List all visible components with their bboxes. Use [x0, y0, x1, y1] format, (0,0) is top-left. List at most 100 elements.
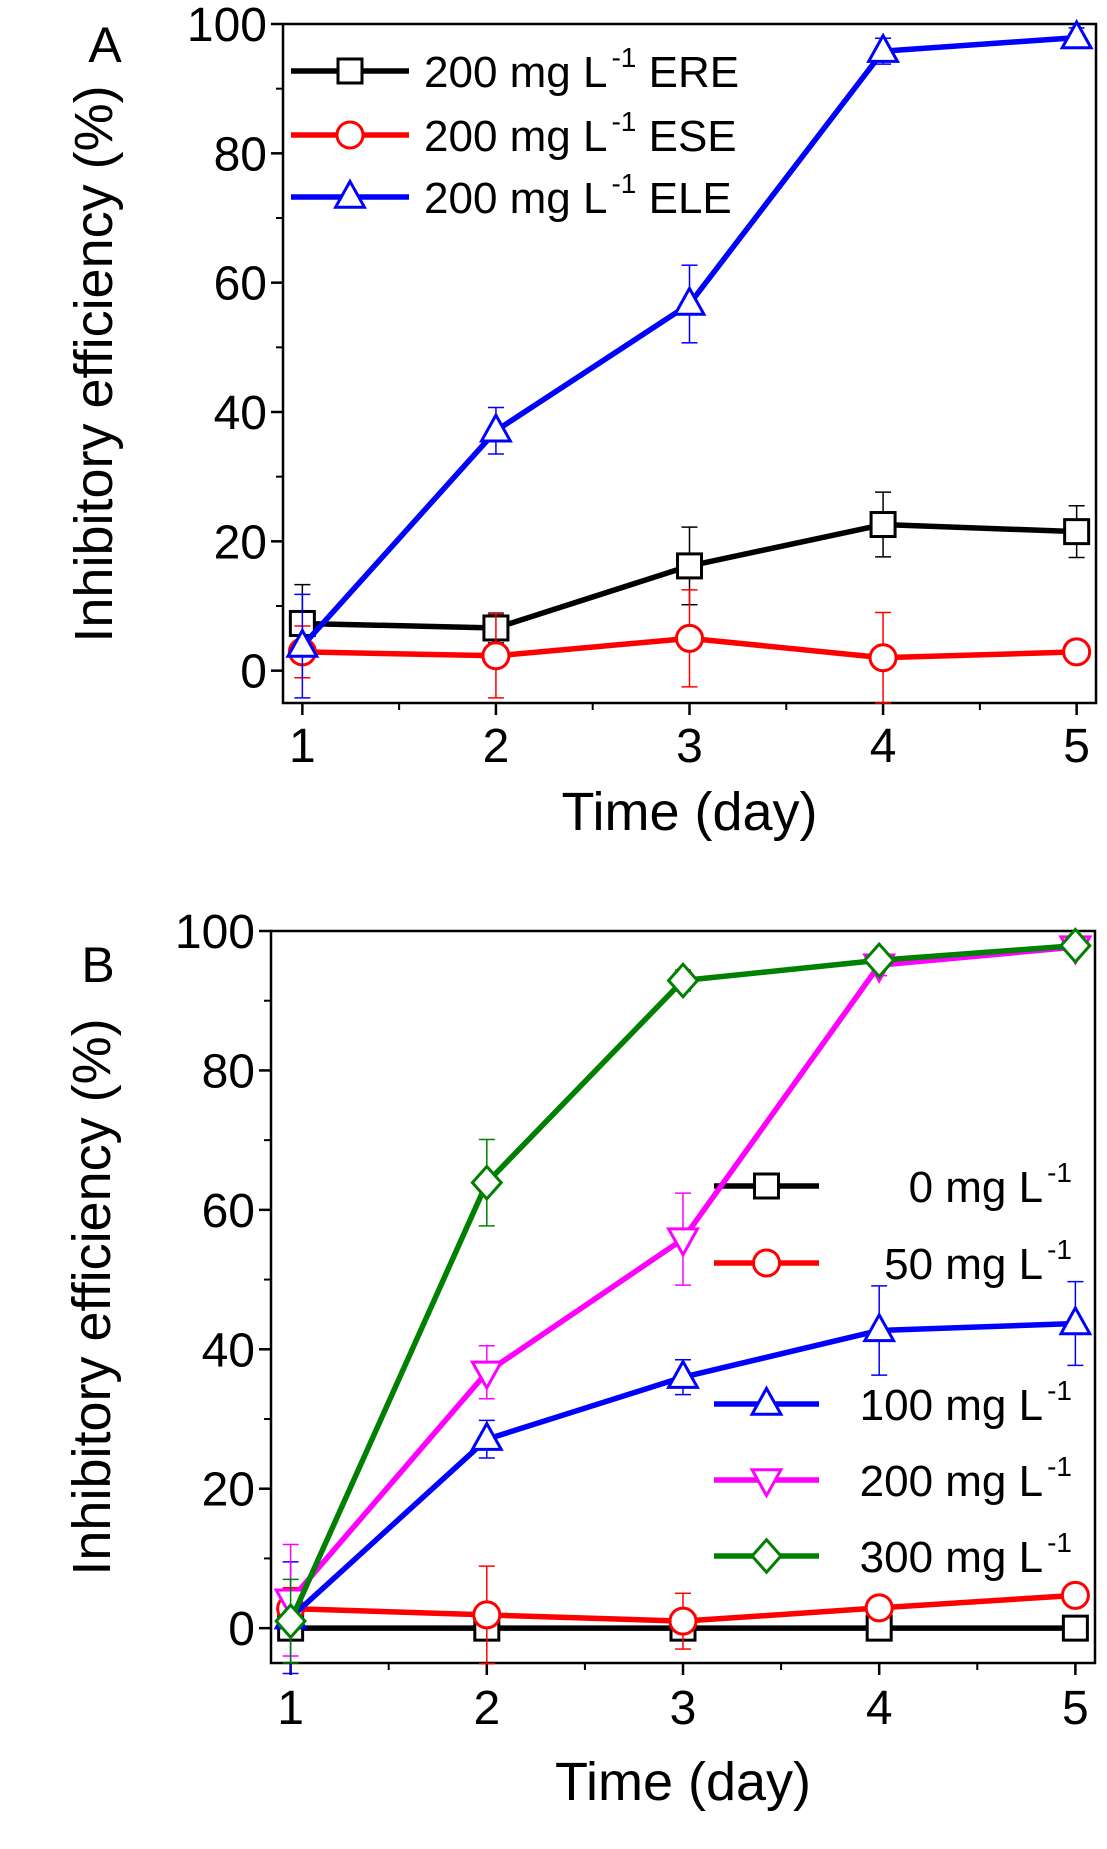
- panel-label: B: [81, 937, 114, 993]
- data-point: [666, 1227, 700, 1258]
- legend-label-sup: -1: [611, 168, 636, 199]
- legend-label-text: 100 mg L: [860, 1381, 1043, 1430]
- legend-entry: 100 mg L -1: [714, 1375, 1072, 1430]
- data-point: [478, 412, 513, 443]
- data-point: [470, 1164, 504, 1202]
- data-point: [864, 1593, 894, 1623]
- legend-label: 200 mg L -1 ESE: [424, 106, 737, 161]
- legend-label: 0 mg L -1: [909, 1157, 1072, 1212]
- y-tick-label: 80: [214, 128, 267, 181]
- data-point: [1058, 927, 1092, 965]
- y-tick-label: 0: [228, 1603, 255, 1656]
- legend-label-sup: -1: [1047, 1157, 1072, 1188]
- data-point: [862, 941, 896, 979]
- y-axis-title: Inhibitory efficiency (%): [62, 1018, 122, 1575]
- legend-entry: 300 mg L -1: [714, 1527, 1072, 1582]
- y-tick-label: 80: [202, 1045, 255, 1098]
- legend-marker: [336, 57, 364, 85]
- x-tick-label: 5: [1062, 1682, 1089, 1735]
- x-tick-label: 1: [289, 720, 316, 773]
- data-point: [469, 1420, 504, 1451]
- legend-label-sup: -1: [1047, 1527, 1072, 1558]
- x-tick-label: 3: [676, 720, 703, 773]
- data-point: [472, 1600, 502, 1630]
- legend-label: 200 mg L -1: [860, 1451, 1072, 1506]
- data-point: [668, 1606, 698, 1636]
- legend-entry: 200 mg L -1 ERE: [291, 42, 739, 97]
- y-tick-label: 60: [202, 1185, 255, 1238]
- legend-entry: 0 mg L -1: [714, 1157, 1072, 1212]
- legend-marker: [750, 1537, 783, 1575]
- legend-marker: [752, 1248, 781, 1278]
- data-point: [285, 627, 320, 658]
- data-point: [672, 285, 707, 316]
- data-point: [1058, 1304, 1093, 1336]
- data-point: [869, 511, 897, 539]
- data-point: [666, 1358, 700, 1389]
- x-tick-label: 3: [670, 1682, 697, 1735]
- data-point: [1059, 18, 1094, 50]
- legend-marker: [333, 178, 367, 209]
- legend-label: 300 mg L -1: [860, 1527, 1072, 1582]
- data-point: [1063, 518, 1091, 546]
- y-tick-label: 20: [214, 516, 267, 569]
- legend-label: 200 mg L -1 ELE: [424, 168, 732, 223]
- legend-marker: [335, 120, 365, 150]
- legend-entry: 200 mg L -1: [714, 1451, 1072, 1506]
- legend-marker: [749, 1468, 784, 1499]
- series-300-mg-l-1: [274, 927, 1092, 1664]
- data-point: [666, 962, 700, 999]
- legend-label: 50 mg L -1: [884, 1234, 1072, 1289]
- y-tick-label: 60: [214, 258, 267, 311]
- y-axis-title: Inhibitory efficiency (%): [64, 85, 124, 642]
- legend-label-text: 50 mg L: [884, 1240, 1043, 1289]
- y-tick-label: 40: [214, 387, 267, 440]
- legend-label: 200 mg L -1 ERE: [424, 42, 739, 97]
- legend-label-sup: -1: [611, 106, 636, 137]
- y-tick-label: 0: [240, 646, 267, 699]
- panel-A: 0 20 40 60 80 100 1 2 3 4 5 Time (day) Inhibitory ef…: [64, 0, 1098, 842]
- legend-label-text: 200 mg L: [860, 1457, 1043, 1506]
- x-axis-title: Time (day): [555, 1752, 811, 1812]
- y-tick-label: 100: [175, 906, 255, 959]
- x-tick-label: 4: [870, 720, 897, 773]
- data-point: [868, 643, 898, 673]
- legend-label-sup: -1: [611, 42, 636, 73]
- x-tick-label: 5: [1063, 720, 1090, 773]
- legend-label-suffix: ELE: [636, 174, 731, 223]
- data-point: [862, 1311, 897, 1343]
- x-tick-label: 2: [483, 720, 510, 773]
- legend-entry: 50 mg L -1: [714, 1234, 1072, 1289]
- panel-B: 0 20 40 60 80 100 1 2 3 4 5 Time (day) Inhibitory ef…: [62, 906, 1097, 1812]
- legend-marker: [753, 1172, 780, 1200]
- data-point: [676, 552, 703, 580]
- panel-label: A: [88, 17, 122, 73]
- data-point: [1060, 1580, 1090, 1610]
- legend-entry: 200 mg L -1 ESE: [291, 106, 737, 161]
- legend-label-text: 0 mg L: [909, 1163, 1044, 1212]
- legend-entry: 200 mg L -1 ELE: [291, 168, 732, 223]
- y-tick-label: 100: [187, 0, 267, 52]
- legend-marker: [749, 1385, 784, 1416]
- series-200-mg-l-1-ele: [285, 18, 1094, 699]
- x-tick-label: 2: [473, 1682, 500, 1735]
- legend-label-text: 300 mg L: [860, 1533, 1043, 1582]
- legend-label-text: 200 mg L: [424, 112, 607, 161]
- data-point: [675, 623, 704, 653]
- data-point: [1062, 637, 1092, 667]
- data-point: [865, 1614, 893, 1642]
- legend-label: 100 mg L -1: [860, 1375, 1072, 1430]
- y-tick-label: 20: [202, 1464, 255, 1517]
- legend-label-text: 200 mg L: [424, 174, 607, 223]
- data-point: [1061, 1614, 1089, 1642]
- legend-label-suffix: ESE: [636, 112, 736, 161]
- x-tick-label: 4: [866, 1682, 893, 1735]
- y-tick-label: 40: [202, 1324, 255, 1377]
- data-point: [469, 1360, 504, 1391]
- legend-label-sup: -1: [1047, 1234, 1072, 1265]
- data-point: [866, 32, 901, 63]
- data-point: [274, 1602, 308, 1640]
- legend-label-sup: -1: [1047, 1451, 1072, 1482]
- legend-label-suffix: ERE: [636, 48, 739, 97]
